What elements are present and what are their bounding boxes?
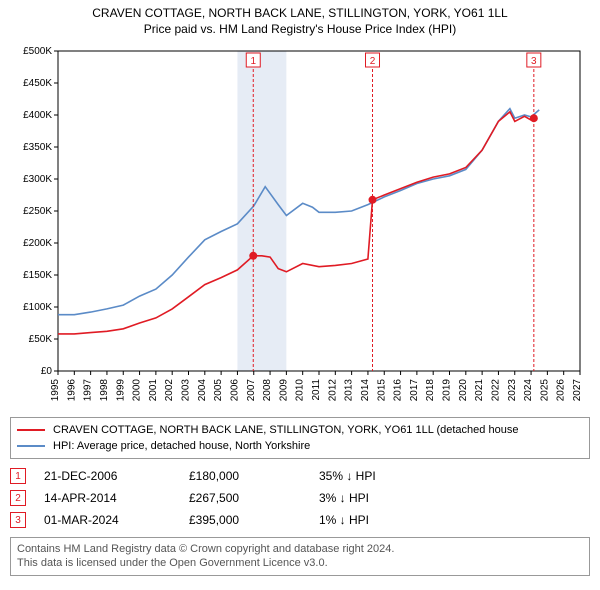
svg-text:2: 2 [370,56,376,67]
sale-date: 21-DEC-2006 [44,469,189,483]
svg-text:1996: 1996 [66,379,77,402]
chart-svg: £0 £50K £100K £150K £200K £250K £300K £350K £400… [10,41,590,406]
svg-text:1: 1 [250,56,256,67]
svg-text:2012: 2012 [327,379,338,402]
svg-text:£200K: £200K [23,238,52,249]
svg-text:2010: 2010 [295,379,306,402]
sale-diff: 3% ↓ HPI [319,491,439,505]
svg-text:2015: 2015 [376,379,387,402]
legend-item-hpi: HPI: Average price, detached house, Nort… [17,438,583,454]
sale-date: 14-APR-2014 [44,491,189,505]
svg-text:2005: 2005 [213,379,224,402]
svg-text:1995: 1995 [50,379,61,402]
sale-row: 3 01-MAR-2024£395,0001% ↓ HPI [10,509,590,531]
svg-text:2009: 2009 [278,379,289,402]
svg-text:2006: 2006 [229,379,240,402]
svg-text:2014: 2014 [360,379,371,402]
svg-text:2008: 2008 [262,379,273,402]
sale-marker: 2 [10,490,26,506]
svg-text:2013: 2013 [344,379,355,402]
sales-table: 1 21-DEC-2006£180,00035% ↓ HPI 2 14-APR-201… [10,465,590,531]
sale-marker: 1 [10,468,26,484]
sale-price: £180,000 [189,469,319,483]
svg-text:£500K: £500K [23,46,52,57]
svg-text:2004: 2004 [197,379,208,402]
svg-text:£250K: £250K [23,206,52,217]
svg-text:2016: 2016 [393,379,404,402]
svg-text:3: 3 [531,56,537,67]
svg-text:2018: 2018 [425,379,436,402]
svg-text:£350K: £350K [23,142,52,153]
svg-text:1997: 1997 [83,379,94,402]
svg-text:2002: 2002 [164,379,175,402]
sale-date: 01-MAR-2024 [44,513,189,527]
legend-label-hpi: HPI: Average price, detached house, Nort… [53,440,310,452]
footer-line2: This data is licensed under the Open Gov… [17,556,583,570]
svg-text:2017: 2017 [409,379,420,402]
svg-text:2027: 2027 [572,379,583,402]
chart-title-address: CRAVEN COTTAGE, NORTH BACK LANE, STILLIN… [0,6,600,22]
svg-text:2021: 2021 [474,379,485,402]
svg-text:£50K: £50K [29,334,53,345]
svg-text:2025: 2025 [539,379,550,402]
sale-diff: 35% ↓ HPI [319,469,439,483]
sale-marker: 3 [10,512,26,528]
sale-diff: 1% ↓ HPI [319,513,439,527]
svg-text:2001: 2001 [148,379,159,402]
svg-text:2022: 2022 [490,379,501,402]
svg-text:2011: 2011 [311,379,322,401]
svg-text:2000: 2000 [132,379,143,402]
svg-text:2023: 2023 [507,379,518,402]
svg-text:2007: 2007 [246,379,257,402]
footer-attribution: Contains HM Land Registry data © Crown c… [10,537,590,576]
chart-subtitle: Price paid vs. HM Land Registry's House … [0,22,600,38]
legend-label-property: CRAVEN COTTAGE, NORTH BACK LANE, STILLIN… [53,424,518,436]
svg-text:2026: 2026 [556,379,567,402]
svg-text:£300K: £300K [23,174,52,185]
legend-swatch-property [17,429,45,431]
svg-text:2019: 2019 [442,379,453,402]
sale-price: £267,500 [189,491,319,505]
svg-text:£400K: £400K [23,110,52,121]
sale-row: 1 21-DEC-2006£180,00035% ↓ HPI [10,465,590,487]
sale-price: £395,000 [189,513,319,527]
svg-text:1998: 1998 [99,379,110,402]
legend-item-property: CRAVEN COTTAGE, NORTH BACK LANE, STILLIN… [17,422,583,438]
legend-swatch-hpi [17,445,45,447]
price-chart: £0 £50K £100K £150K £200K £250K £300K £350K £400… [10,41,590,411]
sale-row: 2 14-APR-2014£267,5003% ↓ HPI [10,487,590,509]
svg-text:£100K: £100K [23,302,52,313]
svg-text:2003: 2003 [181,379,192,402]
svg-text:2020: 2020 [458,379,469,402]
legend: CRAVEN COTTAGE, NORTH BACK LANE, STILLIN… [10,417,590,459]
svg-text:£150K: £150K [23,270,52,281]
svg-text:1999: 1999 [115,379,126,402]
svg-text:£450K: £450K [23,78,52,89]
svg-text:2024: 2024 [523,379,534,402]
footer-line1: Contains HM Land Registry data © Crown c… [17,542,583,556]
svg-text:£0: £0 [41,366,53,377]
